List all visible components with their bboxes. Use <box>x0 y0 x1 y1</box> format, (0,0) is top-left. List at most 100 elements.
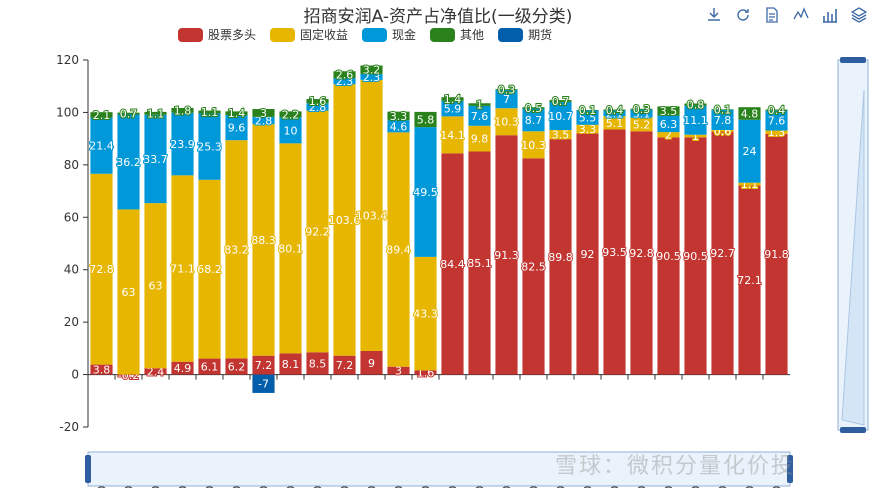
data-label: 1.1 <box>201 106 219 119</box>
data-label: 71.1 <box>170 263 195 276</box>
bar-segment <box>738 107 761 120</box>
bar-segment <box>144 368 167 375</box>
data-label: 5.9 <box>444 103 462 116</box>
data-label: 85.1 <box>467 257 492 270</box>
legend-item-cash[interactable]: 现金 <box>362 26 416 43</box>
data-label: 93.5 <box>602 246 627 259</box>
bar-segment <box>171 361 194 375</box>
data-label: 3.8 <box>93 364 111 377</box>
bar-segment <box>90 364 113 375</box>
data-label: 5.2 <box>633 118 651 131</box>
data-label: 89.8 <box>548 251 573 264</box>
data-label: 0.7 <box>552 95 570 108</box>
bar-segment <box>603 116 626 130</box>
bar-segment <box>630 131 653 375</box>
data-label: 49.5 <box>413 186 438 199</box>
data-label: -7 <box>258 378 269 391</box>
data-label: 90.5 <box>683 250 708 263</box>
data-label: 10 <box>284 124 298 137</box>
bar-segment <box>333 84 356 356</box>
bar-segment <box>90 112 113 118</box>
bar-segment <box>252 124 275 356</box>
data-label: 91.3 <box>494 249 519 262</box>
x-zoom-slider[interactable] <box>87 451 791 487</box>
bar-segment <box>198 113 221 180</box>
bar-segment <box>252 109 275 117</box>
chart-title: 招商安润A-资产占净值比(一级分类) <box>303 7 573 27</box>
data-label: 80.1 <box>278 242 303 255</box>
x-zoom-handle-right[interactable] <box>787 455 793 483</box>
bar-segment <box>306 352 329 375</box>
bar-segment <box>441 153 464 375</box>
legend-item-fixed-income[interactable]: 固定收益 <box>270 26 348 43</box>
refresh-icon[interactable] <box>734 6 752 24</box>
y-tick-label: 120 <box>56 53 79 67</box>
bar-segment <box>576 133 599 375</box>
data-label: 1.6 <box>309 95 327 108</box>
bar-segment <box>117 209 140 375</box>
data-label: 14.1 <box>440 129 465 142</box>
bar-segment <box>549 129 572 140</box>
y-zoom-handle-bottom[interactable] <box>840 427 866 433</box>
legend-item-other[interactable]: 其他 <box>430 26 484 43</box>
legend-item-futures[interactable]: 期货 <box>498 26 552 43</box>
data-label: 2.8 <box>255 115 273 128</box>
data-label: 63 <box>122 286 136 299</box>
legend-item-stock[interactable]: 股票多头 <box>178 26 256 43</box>
line-chart-icon[interactable] <box>792 6 810 24</box>
data-label: 5.1 <box>606 117 624 130</box>
bar-segment <box>711 109 734 130</box>
bar-segment <box>387 132 410 367</box>
legend-label-cash: 现金 <box>392 28 417 42</box>
data-view-icon[interactable] <box>763 6 781 24</box>
bar-segment <box>198 179 221 359</box>
bar-segment <box>684 105 707 135</box>
data-label: 9 <box>368 357 375 370</box>
data-label: 103.4 <box>356 209 388 222</box>
bar-segment <box>549 139 572 375</box>
y-tick-label: 100 <box>56 105 79 119</box>
data-label: 3.1 <box>633 108 651 121</box>
download-icon[interactable] <box>705 6 723 24</box>
bar-segment <box>117 112 140 115</box>
data-label: 2.1 <box>93 109 111 122</box>
data-label: 82.5 <box>521 260 546 273</box>
data-label: 36.2 <box>116 156 141 169</box>
bar-segment <box>414 256 437 371</box>
bar-segment <box>576 124 599 134</box>
bar-segment <box>630 117 653 132</box>
x-zoom-handle-left[interactable] <box>85 455 91 483</box>
bar-segment <box>144 114 167 204</box>
bar-segment <box>684 103 707 106</box>
stack-icon[interactable] <box>850 6 868 24</box>
data-label: 8.5 <box>309 357 327 370</box>
data-label: 84.4 <box>440 258 465 271</box>
bar-segment <box>441 100 464 117</box>
data-label: 2.6 <box>336 69 354 82</box>
data-label: 0.5 <box>525 102 543 115</box>
bar-segment <box>279 353 302 375</box>
bar-segment <box>414 370 437 375</box>
watermark: 雪球：微积分量化价投 <box>555 454 796 479</box>
data-label: 92.8 <box>629 247 654 260</box>
bar-chart-icon[interactable] <box>821 6 839 24</box>
data-label: 91.8 <box>764 248 789 261</box>
bar-segment <box>306 110 329 353</box>
data-label: 25.3 <box>197 141 222 154</box>
data-label: 3.5 <box>552 129 570 142</box>
data-label: 0.1 <box>579 104 597 117</box>
bar-segment <box>333 355 356 375</box>
bar-segment <box>765 130 788 134</box>
data-label: 11.1 <box>683 114 708 127</box>
bar-segment <box>657 115 680 133</box>
data-label: 72.1 <box>737 274 762 287</box>
bar-segment <box>711 129 734 132</box>
data-label: 10.3 <box>521 139 546 152</box>
data-label: 0.1 <box>714 103 732 116</box>
bar-segment <box>522 108 545 132</box>
y-zoom-handle-top[interactable] <box>840 57 866 63</box>
data-label: 8.7 <box>525 114 543 127</box>
bar-segment <box>522 158 545 375</box>
data-label: 21.4 <box>89 140 114 153</box>
bar-segment <box>765 133 788 375</box>
